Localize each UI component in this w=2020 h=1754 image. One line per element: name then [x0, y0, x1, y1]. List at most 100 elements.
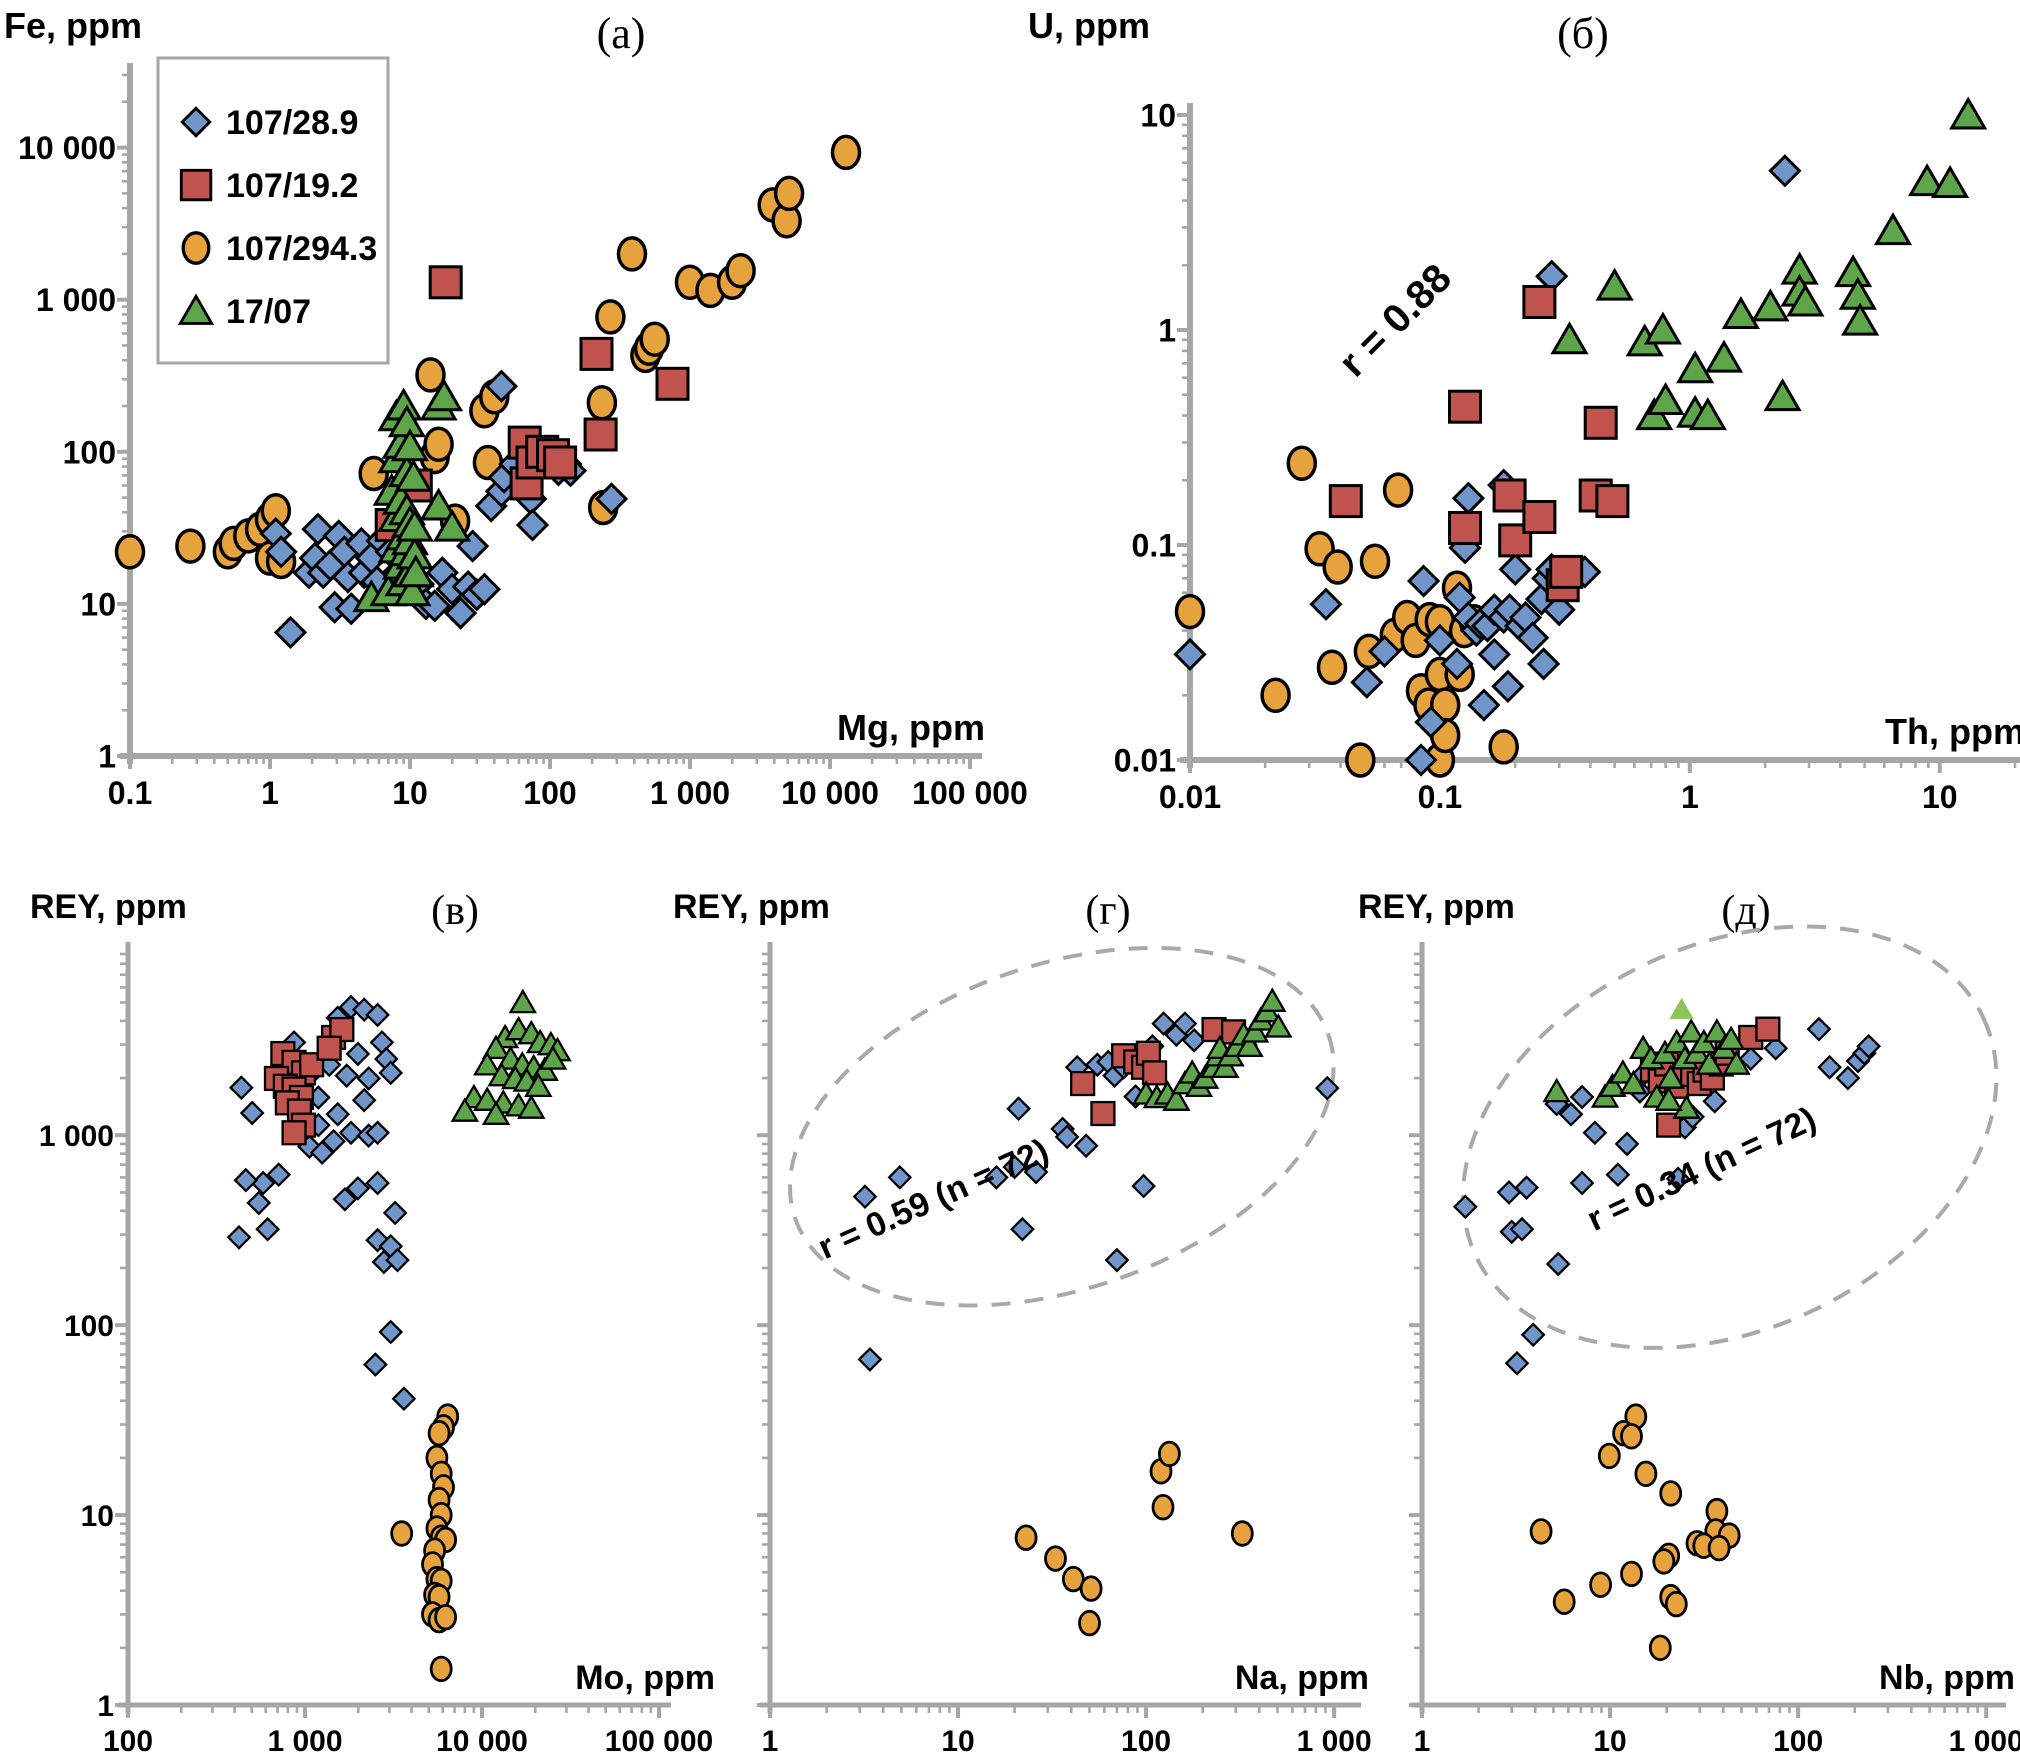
- data-point-diamond: [332, 1186, 358, 1212]
- data-point-diamond: [180, 106, 212, 138]
- data-point-diamond: [1496, 1180, 1522, 1205]
- x-tick-label: 100: [103, 1725, 153, 1754]
- x-tick-label: 10 000: [781, 775, 879, 811]
- data-point-triangle: [1677, 1018, 1706, 1043]
- data-point-circle: [1597, 1442, 1621, 1470]
- data-point-triangle: [481, 1100, 511, 1125]
- data-point-diamond: [385, 1247, 410, 1273]
- chart-u-vs-th: 0.01 0.1 1 10 0.01 0.1 1 10 U, ppm Th, ppm (б) r = …: [1028, 5, 2020, 815]
- data-point-circle: [1044, 1545, 1067, 1572]
- data-point-diamond: [365, 1120, 390, 1146]
- x-tick-label: 1 000: [1297, 1725, 1372, 1754]
- data-point-circle: [114, 534, 146, 570]
- data-point-triangle: [1949, 96, 1988, 130]
- data-point-triangle: [395, 508, 434, 542]
- y-tick-label: 1 000: [39, 1120, 114, 1153]
- data-point-diamond: [443, 596, 478, 630]
- data-point-diamond: [1006, 1096, 1032, 1122]
- data-point-diamond: [1350, 665, 1384, 699]
- y-tick-label: 10: [1140, 98, 1176, 134]
- data-point-triangle: [1542, 1077, 1571, 1103]
- data-point-diamond: [1817, 1054, 1842, 1080]
- data-point-triangle: [1695, 1050, 1724, 1075]
- data-point-diamond: [984, 1164, 1009, 1190]
- data-point-circle: [1620, 1560, 1643, 1588]
- legend-item: 107/294.3: [181, 230, 377, 268]
- data-point-circle: [1382, 472, 1414, 508]
- data-point-diamond: [1738, 1046, 1764, 1072]
- data-point-diamond: [1498, 552, 1532, 587]
- data-point-diamond: [255, 1216, 281, 1242]
- data-point-diamond: [1768, 154, 1802, 188]
- data-point-diamond: [1023, 1159, 1049, 1185]
- chart-rey-vs-na: 1 10 100 1 000 REY, ppm Na, ppm (г) r = 0.59 (n…: [673, 888, 1372, 1754]
- data-point-diamond: [1010, 1216, 1035, 1242]
- data-point-triangle: [432, 508, 472, 542]
- data-point-circle: [1488, 729, 1519, 765]
- data-point-diamond: [338, 1120, 364, 1146]
- data-point-diamond: [228, 1075, 254, 1101]
- data-point-square: [1448, 389, 1482, 424]
- data-point-circle: [1260, 677, 1291, 714]
- data-point-diamond: [273, 615, 308, 650]
- data-point-square: [428, 265, 463, 300]
- data-point-triangle: [1907, 163, 1947, 197]
- data-point-circle: [1664, 1590, 1688, 1618]
- data-point-diamond: [351, 1087, 377, 1113]
- series-107-294.3: [390, 1403, 460, 1683]
- data-point-circle: [1648, 1634, 1672, 1662]
- data-point-diamond: [391, 1386, 417, 1412]
- data-point-square: [1448, 511, 1482, 545]
- data-point-diamond: [857, 1347, 883, 1372]
- y-tick-label: 1: [97, 1690, 114, 1723]
- y-tick-label: 100: [63, 434, 116, 470]
- panel-a: 0.1 1 10 100 1 000 10 000 100 000 1 10 100 1 000 10…: [0, 0, 1028, 830]
- data-point-triangle: [390, 428, 430, 462]
- legend-label: 107/28.9: [226, 104, 358, 142]
- data-point-diamond: [1054, 1124, 1080, 1150]
- data-point-diamond: [1491, 669, 1525, 704]
- legend-item: 107/19.2: [179, 167, 358, 205]
- panel-d: 1 10 100 1 000 REY, ppm Nb, ppm (д) r = 0.34 (n…: [1346, 880, 2020, 1754]
- data-point-square: [1656, 1112, 1682, 1138]
- data-point-circle: [773, 175, 805, 212]
- data-point-diamond: [1309, 587, 1343, 621]
- data-point-diamond: [1856, 1033, 1882, 1059]
- y-tick-label: 0.1: [1132, 528, 1176, 564]
- data-point-circle: [1079, 1575, 1103, 1602]
- x-tick-label: 1: [762, 1725, 779, 1754]
- data-point-diamond: [1545, 1251, 1571, 1277]
- data-point-triangle: [1751, 288, 1790, 322]
- data-point-circle: [1322, 549, 1353, 585]
- legend-label: 107/294.3: [226, 230, 377, 268]
- data-point-diamond: [1509, 1216, 1535, 1242]
- y-axis-title: REY, ppm: [30, 888, 187, 926]
- data-point-triangle: [473, 1086, 502, 1111]
- panel-label: (в): [431, 888, 479, 934]
- series-107-294.3: [1014, 1440, 1254, 1637]
- legend-item: 17/07: [177, 293, 311, 331]
- data-point-diamond: [321, 1128, 346, 1154]
- data-point-triangle: [1675, 350, 1715, 384]
- series-107-294.3: [1529, 1403, 1741, 1662]
- data-point-circle: [358, 455, 389, 492]
- x-tick-label: 1: [1681, 779, 1699, 815]
- y-tick-label: 10 000: [18, 130, 116, 166]
- data-point-diamond: [1516, 621, 1550, 655]
- data-point-square: [179, 168, 213, 202]
- data-point-square: [1549, 554, 1584, 589]
- data-point-square: [1522, 500, 1557, 534]
- series-107-28.9: [852, 1011, 1340, 1372]
- series-107-19.2: [263, 1016, 355, 1146]
- data-point-diamond: [484, 369, 519, 403]
- series-107-28.9: [1452, 1016, 1882, 1376]
- data-point-square: [1522, 285, 1557, 319]
- data-point-circle: [595, 299, 626, 335]
- y-tick-label: 1 000: [36, 282, 116, 318]
- data-point-diamond: [1414, 705, 1448, 739]
- x-tick-label: 10: [1922, 779, 1958, 815]
- x-tick-label: 1: [1414, 1725, 1431, 1754]
- correlation-annotation: r = 0.59 (n = 72): [813, 1132, 1055, 1267]
- data-point-diamond: [1172, 1011, 1198, 1036]
